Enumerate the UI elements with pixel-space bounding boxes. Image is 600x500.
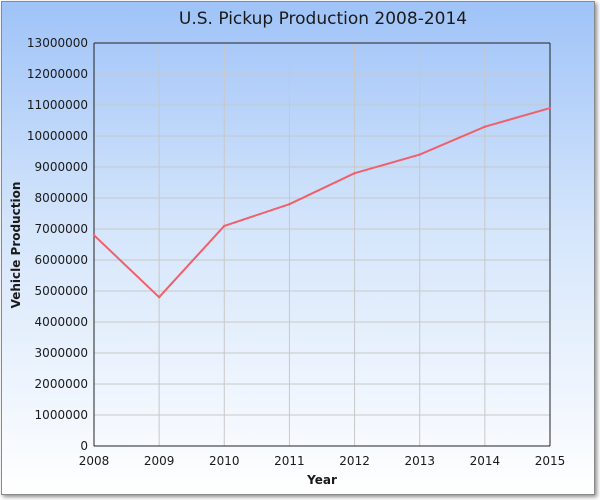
x-tick-label: 2009 [144, 454, 175, 468]
y-tick-label: 3000000 [35, 346, 88, 360]
data-point[interactable] [288, 203, 291, 206]
x-tick-label: 2013 [404, 454, 435, 468]
y-axis-title: Vehicle Production [9, 182, 23, 309]
y-tick-label: 1000000 [35, 408, 88, 422]
data-point[interactable] [548, 106, 552, 110]
data-point[interactable] [418, 153, 421, 156]
series-line [93, 107, 551, 299]
x-tick-label: 2014 [470, 454, 501, 468]
x-tick-labels: 2008 2009 2010 2011 2012 2013 2014 2015 [79, 454, 566, 468]
y-tick-label: 7000000 [35, 222, 88, 236]
chart-title: U.S. Pickup Production 2008-2014 [179, 9, 467, 29]
x-tick-label: 2011 [274, 454, 305, 468]
grid-layer [94, 43, 550, 446]
data-point[interactable] [223, 224, 226, 228]
y-tick-label: 12000000 [27, 67, 88, 81]
y-tick-label: 2000000 [35, 377, 88, 391]
y-tick-label: 0 [80, 439, 88, 453]
x-axis-title: Year [306, 473, 337, 487]
y-tick-label: 13000000 [27, 36, 88, 50]
y-tick-label: 6000000 [35, 253, 88, 267]
series-layer [92, 106, 552, 299]
y-tick-label: 11000000 [27, 98, 88, 112]
y-tick-label: 10000000 [27, 129, 88, 143]
y-tick-label: 4000000 [35, 315, 88, 329]
x-tick-label: 2015 [535, 454, 566, 468]
x-tick-label: 2012 [339, 454, 370, 468]
x-tick-label: 2008 [79, 454, 110, 468]
chart-frame [1, 1, 595, 495]
data-point[interactable] [157, 296, 161, 299]
data-point[interactable] [92, 234, 96, 237]
y-tick-label: 5000000 [35, 284, 88, 298]
y-tick-labels: 0 1000000 2000000 3000000 4000000 5000000 6000… [27, 36, 88, 453]
data-point[interactable] [483, 125, 487, 128]
y-tick-label: 8000000 [35, 191, 88, 205]
y-tick-label: 9000000 [35, 160, 88, 174]
x-tick-label: 2010 [209, 454, 240, 468]
data-point[interactable] [353, 172, 356, 175]
